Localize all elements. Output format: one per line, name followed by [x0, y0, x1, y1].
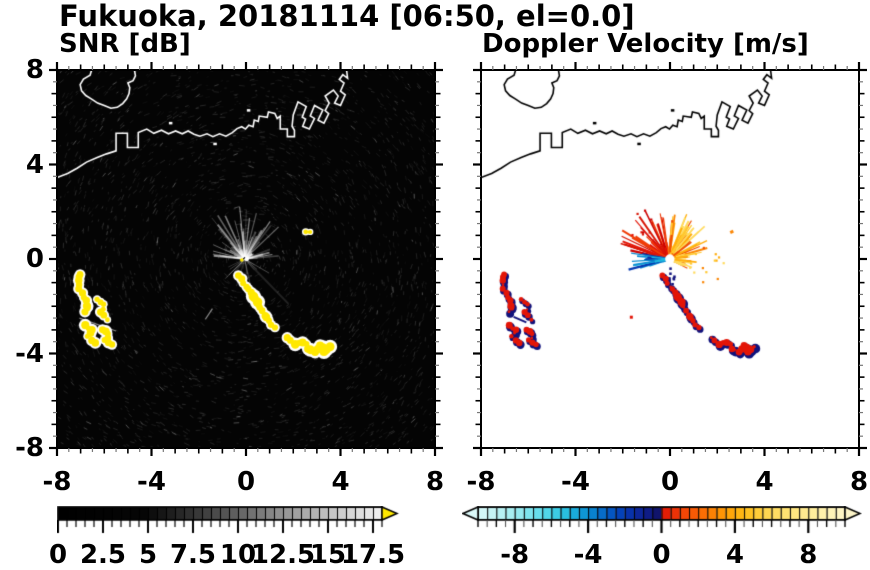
velocity-panel-label: Doppler Velocity [m/s]: [482, 29, 809, 59]
snr-colorbar-canvas: [57, 506, 402, 536]
snr-colorbar-tick-label: 15: [309, 540, 347, 570]
snr-plot-canvas: [57, 70, 435, 448]
snr-colorbar-tick-label: 10: [219, 540, 257, 570]
y-tick-label: -4: [15, 338, 44, 369]
snr-colorbar-tick-label: 0: [48, 540, 68, 570]
x-tick-label: -8: [42, 467, 72, 497]
velocity-colorbar-canvas: [462, 506, 862, 536]
velocity-colorbar-tick-label: -8: [500, 540, 530, 570]
y-tick-labels: 8 4 0 -4 -8: [0, 56, 44, 462]
x-tick-label: 8: [849, 467, 869, 497]
x-tick-label: 8: [425, 467, 445, 497]
x-tick-label: 0: [660, 467, 680, 497]
y-tick-label: 0: [25, 244, 44, 274]
snr-colorbar-tick-label: 7.5: [169, 540, 217, 570]
snr-colorbar-tick-label: 5: [138, 540, 158, 570]
x-tick-label: 0: [236, 467, 256, 497]
velocity-colorbar-tick-label: 8: [799, 540, 818, 570]
x-tick-label: -4: [561, 467, 590, 497]
snr-colorbar-tick-label: 17.5: [340, 540, 406, 570]
y-tick-label: 4: [25, 149, 44, 180]
x-tick-label: -8: [466, 467, 496, 497]
x-tick-label: 4: [755, 467, 774, 497]
x-tick-label: 4: [331, 467, 350, 497]
velocity-plot-canvas: [481, 70, 859, 448]
velocity-plot: -8 -4 0 4 8: [467, 62, 868, 496]
snr-panel-label: SNR [dB]: [59, 29, 191, 59]
snr-colorbar-tick-label: 2.5: [79, 540, 127, 570]
snr-plot: 8 4 0 -4 -8 -8 -4 0 4 8: [15, 56, 444, 496]
x-tick-label: -4: [137, 467, 166, 497]
snr-colorbar-tick-label: 12.5: [250, 540, 316, 570]
velocity-colorbar-tick-label: 0: [652, 540, 671, 570]
y-tick-label: 8: [25, 55, 44, 85]
y-tick-label: -8: [15, 433, 44, 463]
velocity-colorbar-tick-label: -4: [573, 540, 603, 570]
figure-title: Fukuoka, 20181114 [06:50, el=0.0]: [59, 0, 635, 33]
velocity-colorbar-tick-label: 4: [725, 540, 744, 570]
